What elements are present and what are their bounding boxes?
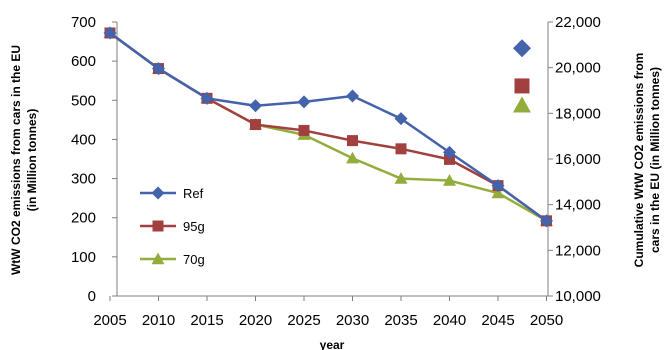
y2-axis-title-line2: cars in the EU (in Million tonnes) — [648, 67, 662, 253]
y2-tick-label: 14,000 — [555, 197, 601, 214]
point-ref — [103, 26, 117, 40]
x-tick-label: 2025 — [287, 312, 320, 329]
x-tick-label: 2005 — [93, 312, 126, 329]
point-ref — [443, 145, 456, 159]
cumulative-point-ref — [513, 39, 531, 58]
y-axis-title-line2: (in Million tonnes) — [25, 109, 39, 212]
x-tick-label: 2020 — [239, 312, 272, 329]
y-ticks: 0 100 200 300 400 500 600 700 — [71, 14, 117, 305]
point-ref — [540, 214, 553, 228]
legend: Ref 95g 70g — [140, 186, 205, 267]
point-70g — [491, 186, 505, 199]
point-95g — [395, 143, 407, 155]
x-axis-title: year — [320, 338, 345, 350]
point-70g — [394, 172, 408, 184]
point-ref — [249, 99, 262, 113]
x-tick-label: 2035 — [384, 312, 417, 329]
x-tick-label: 2050 — [530, 312, 563, 329]
y-tick-label: 600 — [71, 53, 96, 70]
y2-tick-label: 18,000 — [555, 105, 601, 122]
y-tick-label: 100 — [71, 249, 96, 266]
cumulative-point-95g — [514, 78, 530, 94]
x-tick-label: 2040 — [433, 312, 466, 329]
cumulative-point-70g — [513, 96, 531, 113]
legend-marker-95g — [152, 220, 164, 232]
point-ref — [491, 179, 505, 193]
y2-tick-label: 22,000 — [555, 14, 601, 31]
legend-label-95g: 95g — [183, 219, 205, 234]
y2-ticks: 10,000 12,000 14,000 16,000 18,000 20,000 22,0… — [548, 14, 601, 305]
y-tick-label: 200 — [71, 210, 96, 227]
y-tick-label: 300 — [71, 171, 96, 188]
point-ref — [346, 89, 359, 103]
legend-label-ref: Ref — [183, 186, 204, 201]
series-lines — [103, 26, 553, 228]
x-tick-label: 2015 — [190, 312, 223, 329]
y2-tick-label: 16,000 — [555, 151, 601, 168]
y2-tick-label: 10,000 — [555, 288, 601, 305]
y2-tick-label: 12,000 — [555, 242, 601, 259]
legend-marker-ref — [151, 186, 165, 200]
x-tick-label: 2010 — [142, 312, 175, 329]
y2-axis-title-line1: Cumulative WtW CO2 emissions from — [632, 53, 646, 268]
point-70g — [443, 174, 456, 186]
point-95g — [347, 135, 358, 147]
point-95g — [444, 153, 455, 165]
y-tick-label: 400 — [71, 131, 96, 148]
point-ref — [152, 62, 165, 76]
x-tick-label: 2045 — [481, 312, 514, 329]
point-95g — [298, 124, 310, 136]
point-95g — [250, 119, 261, 131]
y-tick-label: 500 — [71, 92, 96, 109]
point-ref — [297, 95, 311, 109]
legend-label-70g: 70g — [183, 252, 205, 267]
y2-tick-label: 20,000 — [555, 60, 601, 77]
x-ticks: 2005 2010 2015 2020 2025 2030 2035 2040 2045 2050 — [93, 296, 563, 329]
y-tick-label: 0 — [88, 288, 96, 305]
x-tick-label: 2030 — [336, 312, 369, 329]
series-line-ref — [109, 31, 548, 222]
legend-marker-70g — [151, 252, 165, 265]
point-ref — [200, 91, 214, 105]
point-ref — [394, 112, 408, 126]
cumulative-markers — [513, 39, 531, 113]
y-axis-title-line1: WtW CO2 emissions from cars in the EU — [9, 45, 23, 275]
y-tick-label: 700 — [71, 14, 96, 31]
point-70g — [346, 151, 359, 164]
